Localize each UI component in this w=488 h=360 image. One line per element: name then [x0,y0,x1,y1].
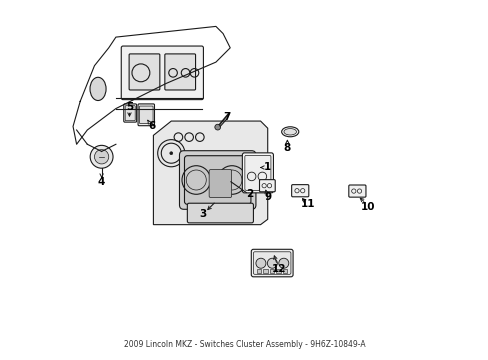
FancyBboxPatch shape [244,156,270,190]
Circle shape [267,258,277,268]
FancyBboxPatch shape [251,249,292,277]
Text: 8: 8 [283,143,290,153]
Text: 3: 3 [200,209,206,219]
Bar [282,269,286,273]
Text: 7: 7 [223,112,230,122]
Text: 11: 11 [300,199,315,209]
FancyBboxPatch shape [242,153,273,193]
FancyBboxPatch shape [179,151,255,209]
FancyBboxPatch shape [138,104,154,126]
Circle shape [255,258,265,268]
Ellipse shape [284,129,296,135]
Text: 10: 10 [361,202,375,212]
FancyBboxPatch shape [291,185,308,197]
Text: 12: 12 [271,264,285,274]
Ellipse shape [90,77,106,100]
FancyBboxPatch shape [125,106,135,121]
Circle shape [94,150,108,164]
FancyBboxPatch shape [121,46,203,100]
Text: 9: 9 [264,192,271,202]
Text: 5: 5 [125,102,133,112]
Text: 4: 4 [98,177,105,187]
Polygon shape [153,121,267,225]
Circle shape [278,258,288,268]
FancyBboxPatch shape [139,106,153,123]
Bar [276,269,280,273]
Circle shape [214,124,220,130]
FancyBboxPatch shape [187,203,253,223]
Text: 2: 2 [246,189,253,199]
Text: 1: 1 [264,162,271,172]
FancyBboxPatch shape [123,104,136,122]
FancyBboxPatch shape [129,54,160,90]
FancyBboxPatch shape [209,170,231,198]
FancyBboxPatch shape [253,252,290,274]
Circle shape [169,152,172,155]
Ellipse shape [281,127,298,137]
Bar [269,269,274,273]
FancyBboxPatch shape [259,180,275,192]
Bar [263,269,267,273]
FancyBboxPatch shape [348,185,365,197]
Text: 2009 Lincoln MKZ - Switches Cluster Assembly - 9H6Z-10849-A: 2009 Lincoln MKZ - Switches Cluster Asse… [123,340,365,349]
FancyBboxPatch shape [184,156,250,204]
Bar [257,269,261,273]
Text: 6: 6 [148,121,156,131]
Circle shape [90,145,113,168]
FancyBboxPatch shape [164,54,195,90]
